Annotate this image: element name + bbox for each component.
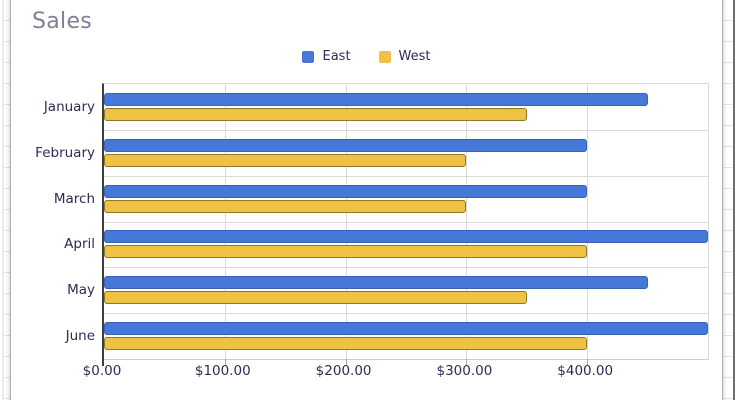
bar-east-march xyxy=(104,184,588,198)
category-label-may: May xyxy=(67,282,95,299)
x-tick-label-200: $200.00 xyxy=(315,363,372,379)
legend-item-east: East xyxy=(302,49,351,64)
axis-tick-200 xyxy=(345,359,347,366)
legend-label: East xyxy=(322,49,351,64)
bar-west-may xyxy=(104,291,527,305)
category-label-january: January xyxy=(43,98,95,115)
spreadsheet-cells-left[interactable] xyxy=(0,0,12,400)
category-label-june: June xyxy=(65,328,95,345)
bar-east-june xyxy=(104,322,708,336)
axis-tick-300 xyxy=(466,359,468,366)
category-label-february: February xyxy=(35,144,95,161)
bar-east-april xyxy=(104,230,708,244)
bar-west-march xyxy=(104,199,467,213)
bar-west-february xyxy=(104,153,467,167)
chart-title: Sales xyxy=(32,9,93,34)
legend-swatch-east xyxy=(302,50,315,63)
bar-east-february xyxy=(104,138,588,152)
axis-tick-400 xyxy=(587,359,589,366)
x-tick-label-300: $300.00 xyxy=(436,363,493,379)
chart-card[interactable]: Sales East West January February March April… xyxy=(10,0,723,400)
bar-west-january xyxy=(104,107,527,121)
x-axis-labels: $0.00 $100.00 $200.00 $300.00 $400.00 xyxy=(83,363,706,383)
row-gridline xyxy=(104,313,708,315)
bar-group-february: February xyxy=(35,130,708,176)
bar-group-march: March xyxy=(54,176,708,222)
x-tick-label-400: $400.00 xyxy=(557,363,614,379)
category-label-april: April xyxy=(64,236,95,253)
axis-tick-100 xyxy=(224,359,226,366)
row-gridline xyxy=(104,221,708,223)
bar-group-june: June xyxy=(66,313,708,359)
bar-west-june xyxy=(104,337,588,351)
x-tick-label-0: $0.00 xyxy=(82,363,122,379)
category-label-march: March xyxy=(53,190,95,207)
bar-east-may xyxy=(104,276,648,290)
chart-legend: East West xyxy=(11,49,722,64)
bar-group-april: April xyxy=(64,221,708,267)
row-gridline xyxy=(104,267,708,269)
row-gridline xyxy=(104,175,708,177)
bar-west-april xyxy=(104,245,588,259)
bar-group-january: January xyxy=(44,84,708,130)
plot-area: January February March April May June xyxy=(35,83,709,366)
row-gridline xyxy=(104,129,708,131)
x-tick-label-100: $100.00 xyxy=(194,363,251,379)
spreadsheet-cells-right[interactable] xyxy=(723,0,735,400)
legend-swatch-west xyxy=(378,50,391,63)
legend-item-west: West xyxy=(378,49,431,64)
legend-label: West xyxy=(398,49,431,64)
bar-group-may: May xyxy=(67,267,708,313)
bar-east-january xyxy=(104,92,648,106)
